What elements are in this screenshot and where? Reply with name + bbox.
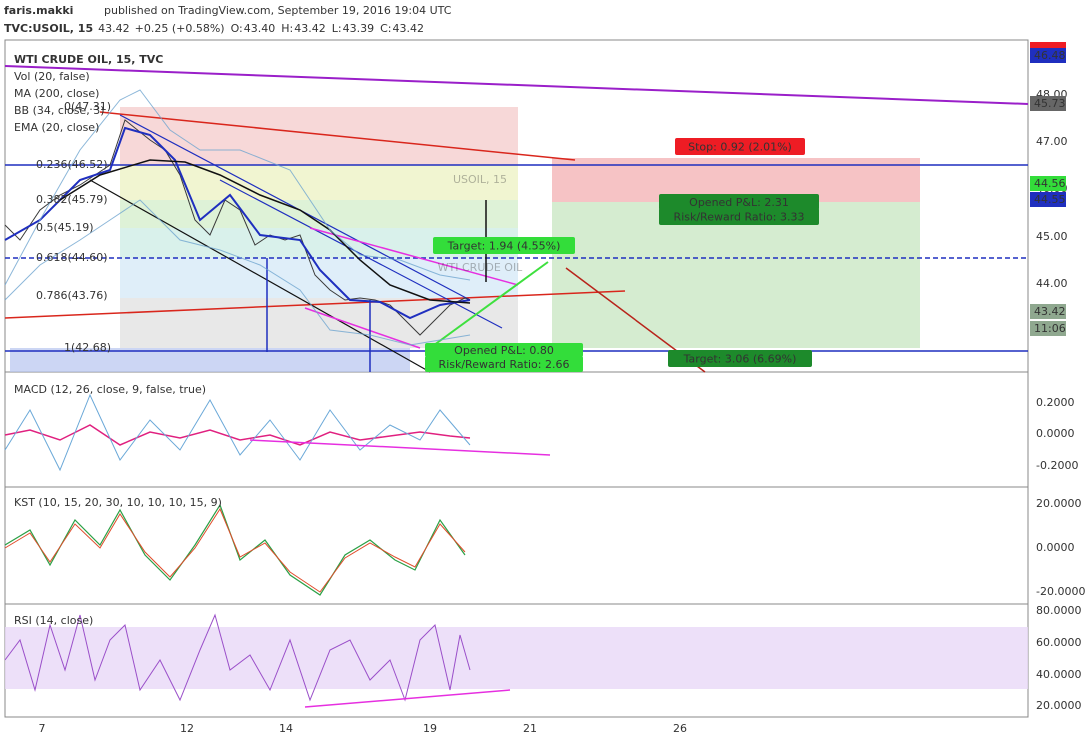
high-label: H: — [281, 22, 293, 35]
stop-label-box — [675, 138, 805, 155]
time-tick: 26 — [673, 722, 687, 735]
long-target: Target: 1.94 (4.55%) — [447, 240, 561, 253]
short-pnl-box — [659, 194, 819, 210]
price-badge-box — [1030, 304, 1066, 319]
stop-label: Stop: 0.92 (2.01%) — [688, 141, 792, 154]
fib-label: 0.382(45.79) — [36, 193, 108, 206]
labels: faris.makki published on TradingView.com,… — [4, 4, 1085, 735]
close-label: C: — [380, 22, 391, 35]
price-badge: 43.42 — [1034, 305, 1066, 318]
short-pnl: Opened P&L: 2.31 — [689, 196, 789, 209]
time-tick: 7 — [39, 722, 46, 735]
macd-tick: -0.2000 — [1036, 459, 1078, 472]
fib-label: 0.618(44.60) — [36, 251, 108, 264]
legend-entry: EMA (20, close) — [14, 121, 99, 134]
price-badge: 45.73 — [1034, 97, 1066, 110]
rsi-tick: 60.0000 — [1036, 636, 1082, 649]
time-tick: 14 — [279, 722, 293, 735]
long-ratio-box — [425, 356, 583, 372]
kst-tick: -20.0000 — [1036, 585, 1085, 598]
rsi-title: RSI (14, close) — [14, 614, 93, 627]
last: 43.42 — [98, 22, 130, 35]
price-badge-top — [1030, 42, 1066, 48]
symbol: TVC:USOIL, 15 — [4, 22, 93, 35]
price-badge: 44.56 — [1034, 177, 1066, 190]
time-tick: 21 — [523, 722, 537, 735]
price-tick: 47.00 — [1036, 135, 1068, 148]
fib-label: 0.786(43.76) — [36, 289, 108, 302]
fib-label: 1(42.68) — [64, 341, 111, 354]
watermark-symbol: USOIL, 15 — [453, 173, 507, 186]
price-badge-box — [1030, 96, 1066, 111]
short-ratio-box — [659, 208, 819, 225]
kst-tick: 20.0000 — [1036, 497, 1082, 510]
open: 43.40 — [244, 22, 276, 35]
price-badge: 46.48 — [1034, 49, 1066, 62]
price-badge-box — [1030, 321, 1066, 336]
rsi-tick: 80.0000 — [1036, 604, 1082, 617]
legend-entry: MA (200, close) — [14, 87, 99, 100]
open-label: O: — [231, 22, 243, 35]
macd-tick: 0.0000 — [1036, 427, 1075, 440]
high: 43.42 — [294, 22, 326, 35]
short-target-box — [668, 350, 812, 367]
price-tick: 44.00 — [1036, 277, 1068, 290]
legend-entry: Vol (20, false) — [14, 70, 90, 83]
rsi-tick: 20.0000 — [1036, 699, 1082, 712]
long-pnl-box — [425, 343, 583, 357]
price-badge: 11:06 — [1034, 322, 1066, 335]
drawings — [4, 65, 1029, 708]
low-label: L: — [332, 22, 342, 35]
kst-tick: 0.0000 — [1036, 541, 1075, 554]
price-tick: 45.00 — [1036, 230, 1068, 243]
fib-label: 0.236(46.52) — [36, 158, 108, 171]
kst-title: KST (10, 15, 20, 30, 10, 10, 10, 15, 9) — [14, 496, 222, 509]
time-tick: 19 — [423, 722, 437, 735]
fib-label: 0.5(45.19) — [36, 221, 94, 234]
fib-label: 0(47.31) — [64, 100, 111, 113]
legend-entry: WTI CRUDE OIL, 15, TVC — [14, 53, 163, 66]
long-ratio: Risk/Reward Ratio: 2.66 — [439, 358, 570, 371]
price-badge-box — [1030, 176, 1066, 191]
watermark-name: WTI CRUDE OIL — [438, 261, 524, 274]
legend-entry: BB (34, close, 3) — [14, 104, 105, 117]
author: faris.makki — [4, 4, 73, 17]
price-badge: 44.55 — [1034, 193, 1066, 206]
price-badge-box — [1030, 48, 1066, 63]
close: 43.42 — [392, 22, 424, 35]
low: 43.39 — [343, 22, 375, 35]
long-pnl: Opened P&L: 0.80 — [454, 344, 554, 357]
long-target-box — [433, 237, 575, 254]
macd-tick: 0.2000 — [1036, 396, 1075, 409]
time-tick: 12 — [180, 722, 194, 735]
change: +0.25 (+0.58%) — [135, 22, 225, 35]
macd-title: MACD (12, 26, close, 9, false, true) — [14, 383, 206, 396]
published-info: published on TradingView.com, September … — [104, 4, 452, 17]
price-badge-box — [1030, 192, 1066, 207]
rsi-tick: 40.0000 — [1036, 668, 1082, 681]
short-target: Target: 3.06 (6.69%) — [683, 353, 797, 366]
short-ratio: Risk/Reward Ratio: 3.33 — [674, 211, 805, 224]
